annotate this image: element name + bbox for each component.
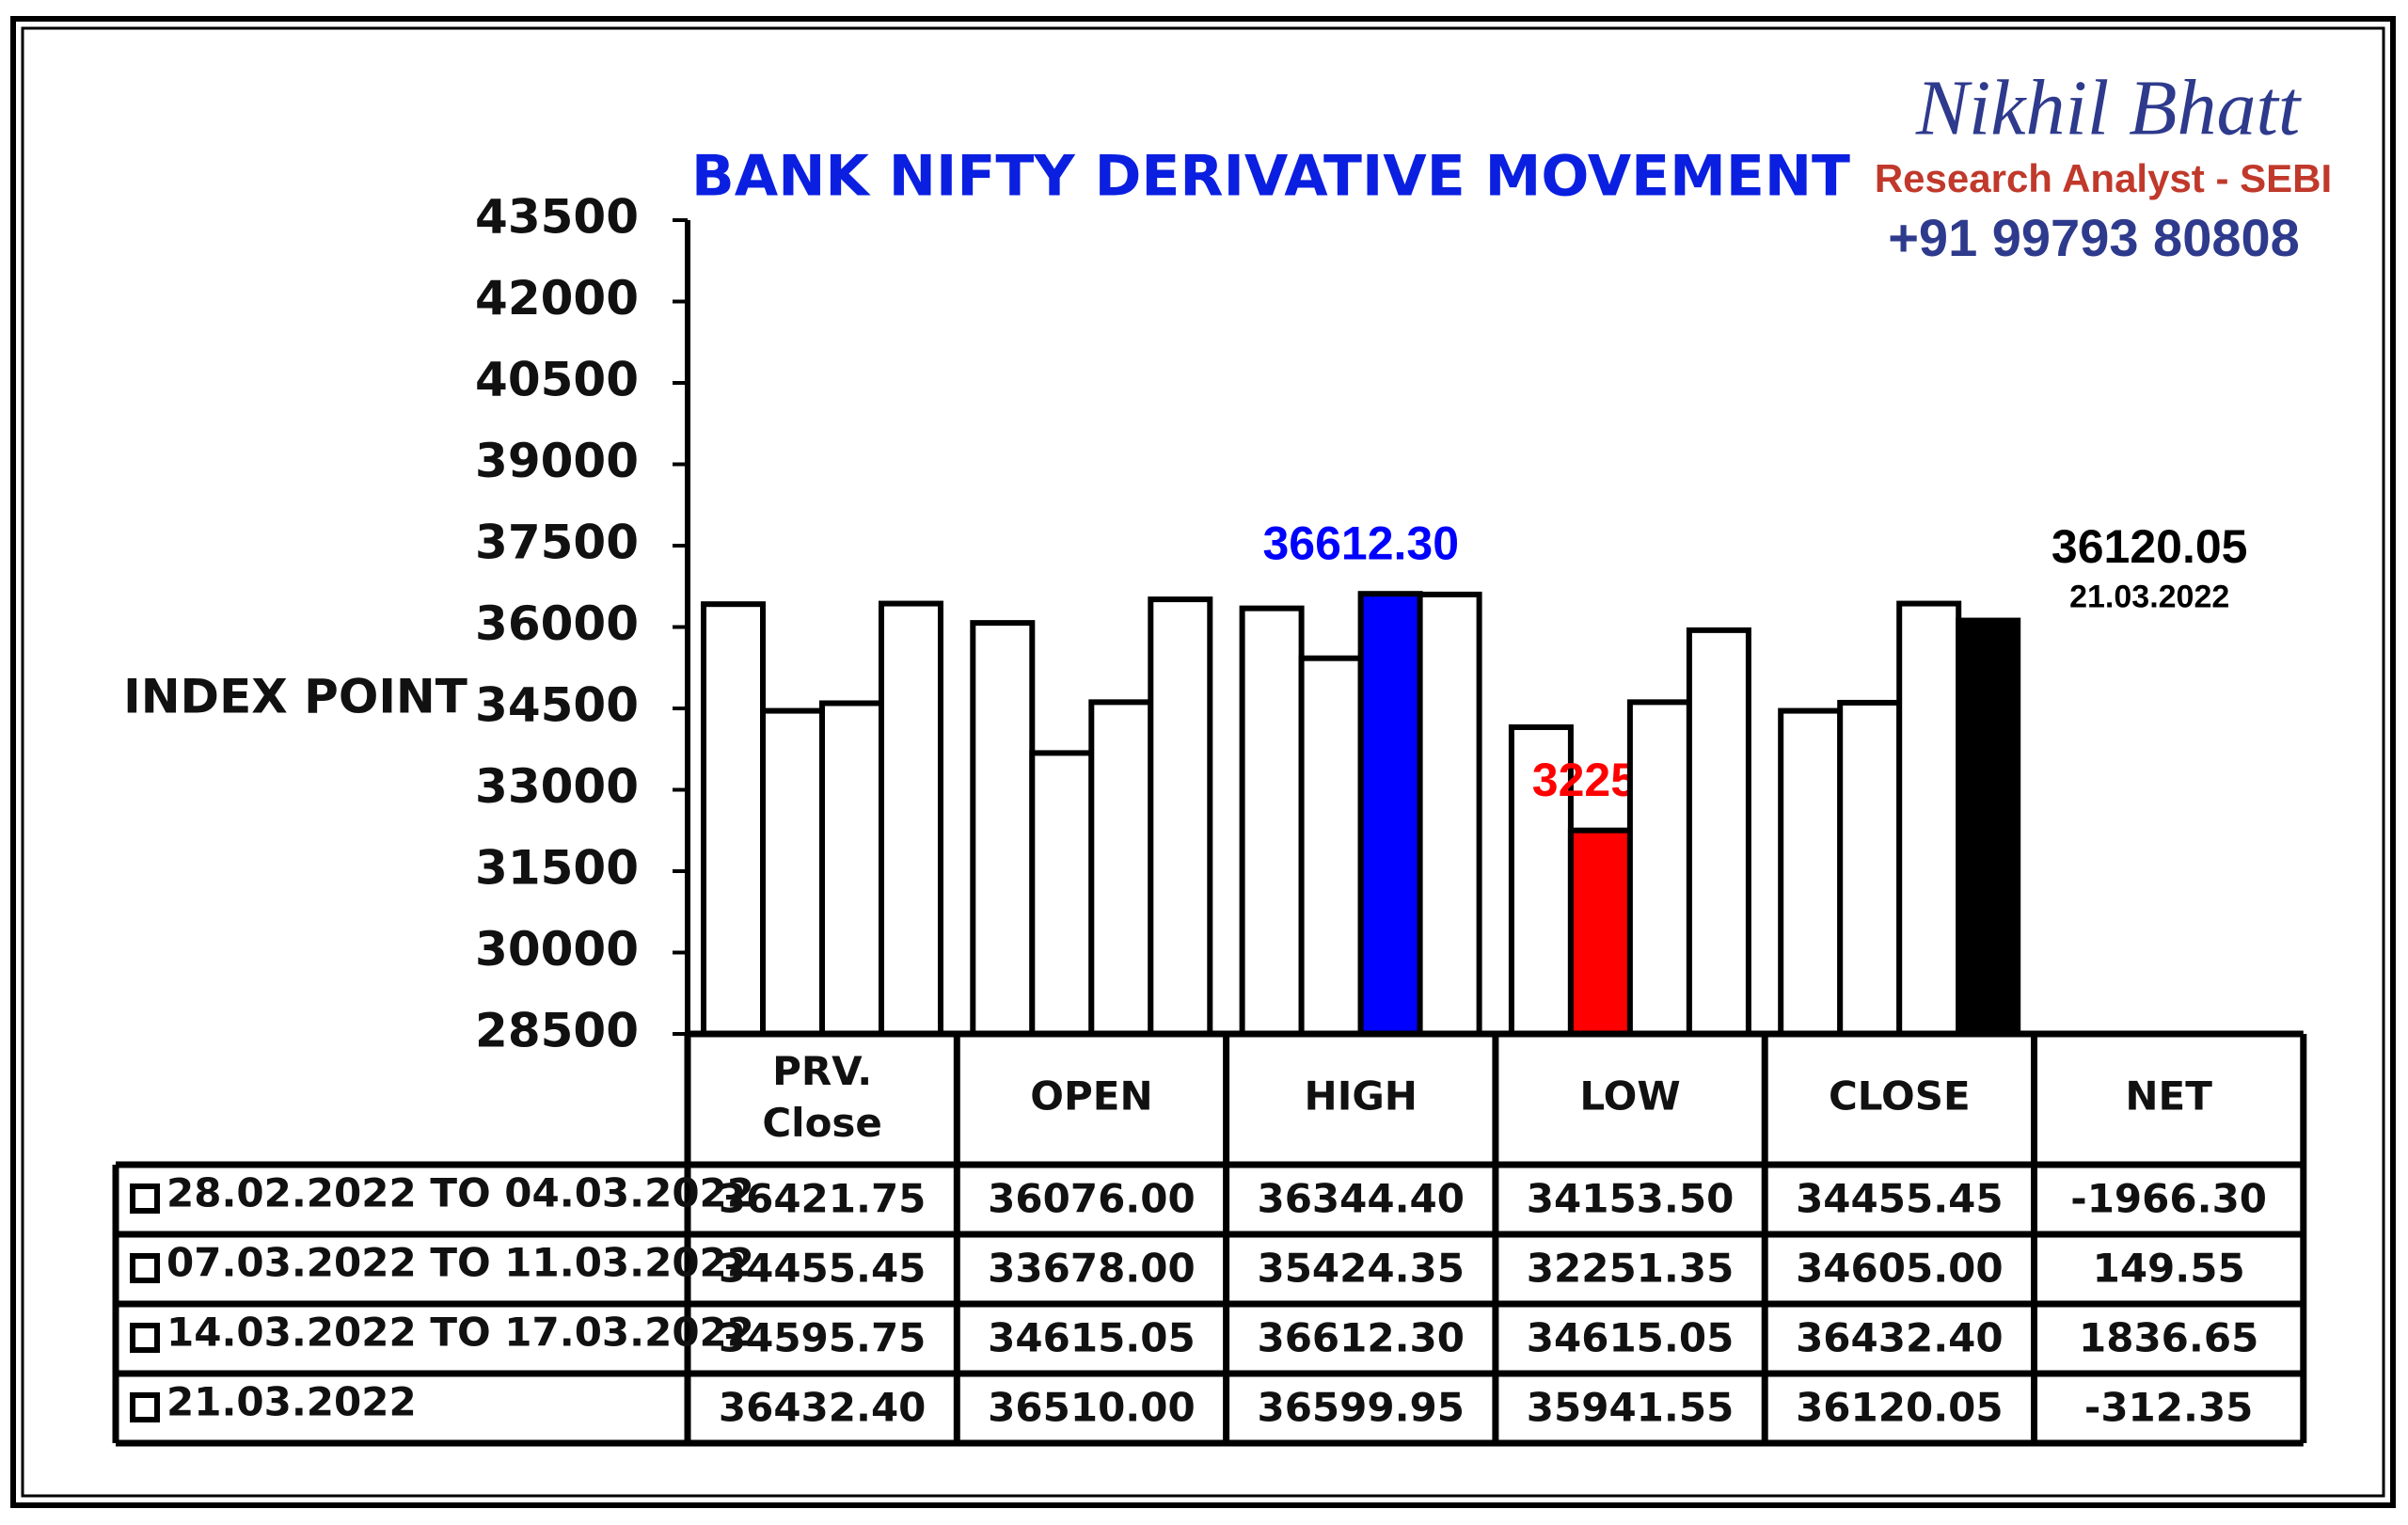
legend-marker (130, 1323, 160, 1353)
bar (1417, 591, 1482, 1037)
bar (970, 620, 1036, 1037)
column-header-line: Close (762, 1100, 882, 1146)
table-cell: 36432.40 (1796, 1315, 2004, 1361)
y-tick-label: 28500 (475, 1004, 639, 1058)
table-cell: 36421.75 (719, 1176, 927, 1222)
bar-annotation: 36612.30 (1262, 516, 1459, 569)
table-cell: 34153.50 (1527, 1176, 1735, 1222)
bar (1896, 600, 1962, 1037)
column-header: CLOSE (1829, 1073, 1971, 1120)
table-cell: 36432.40 (719, 1385, 927, 1431)
bar (1837, 699, 1903, 1037)
bar (1626, 699, 1692, 1038)
table-cell: 33678.00 (988, 1246, 1196, 1292)
table-cell: 36076.00 (988, 1176, 1196, 1222)
table-cell: 35424.35 (1257, 1246, 1465, 1292)
bar (1298, 655, 1364, 1037)
table-cell: 36599.95 (1257, 1385, 1465, 1431)
y-tick-label: 37500 (475, 516, 639, 570)
row-label: 28.02.2022 TO 04.03.2022 (166, 1170, 754, 1216)
bar-annotation: 36120.05 (2052, 520, 2248, 573)
table-cell: 34595.75 (719, 1315, 927, 1361)
column-header: LOW (1579, 1073, 1680, 1120)
table-cell: 34455.45 (1796, 1176, 2004, 1222)
bar (1029, 750, 1095, 1037)
row-label: 21.03.2022 (166, 1379, 417, 1425)
table-cell: 34615.05 (988, 1315, 1196, 1361)
y-tick-label: 31500 (475, 841, 639, 896)
bar (1956, 617, 2021, 1037)
table-cell: 36510.00 (988, 1385, 1196, 1431)
brand-name: Nikhil Bhatt (1915, 64, 2303, 151)
bar (1088, 699, 1154, 1038)
y-tick-label: 43500 (475, 190, 639, 245)
table-cell: 32251.35 (1527, 1246, 1735, 1292)
column-header: PRV. Close (762, 1048, 882, 1146)
bar (1686, 627, 1751, 1037)
bar (879, 600, 943, 1037)
row-label: 14.03.2022 TO 17.03.2022 (166, 1310, 754, 1356)
bar-annotation-date: 21.03.2022 (2069, 580, 2229, 615)
table-cell: 36120.05 (1796, 1385, 2004, 1431)
table-cell: 34455.45 (719, 1246, 927, 1292)
y-tick-label: 30000 (475, 922, 639, 977)
page-border (10, 16, 2396, 1508)
brand-role: Research Analyst - SEBI (1875, 156, 2332, 200)
y-tick-label: 39000 (475, 434, 639, 488)
bar (1239, 605, 1305, 1037)
bar (819, 700, 884, 1037)
legend-marker (130, 1183, 160, 1214)
table-cell: 36612.30 (1257, 1315, 1465, 1361)
brand-phone: +91 99793 80808 (1888, 208, 2300, 267)
table-cell: 35941.55 (1527, 1385, 1735, 1431)
table-cell: 36344.40 (1257, 1176, 1465, 1222)
column-header-line: PRV. (772, 1048, 872, 1094)
bar (701, 601, 766, 1037)
column-header: HIGH (1305, 1073, 1418, 1120)
bar (1148, 596, 1213, 1038)
table-cell-net: -1966.30 (2070, 1176, 2267, 1222)
table-cell: 34615.05 (1527, 1315, 1735, 1361)
table-cell-net: -312.35 (2084, 1385, 2254, 1431)
bar (760, 707, 825, 1037)
y-tick-label: 42000 (475, 271, 639, 326)
legend-marker (130, 1253, 160, 1283)
y-axis-label: INDEX POINT (123, 670, 467, 724)
y-tick-label: 34500 (475, 678, 639, 733)
table-cell: 34605.00 (1796, 1246, 2004, 1292)
y-tick-label: 36000 (475, 596, 639, 651)
y-tick-label: 33000 (475, 759, 639, 814)
bar (1567, 827, 1633, 1038)
column-header: NET (2125, 1073, 2212, 1120)
bar (1357, 591, 1423, 1037)
chart-title: BANK NIFTY DERIVATIVE MOVEMENT (691, 144, 1850, 210)
column-header: OPEN (1030, 1073, 1152, 1120)
y-tick-label: 40500 (475, 353, 639, 407)
legend-marker (130, 1392, 160, 1422)
table-cell-net: 1836.65 (2079, 1315, 2258, 1361)
page-border-inner (21, 26, 2385, 1498)
row-label: 07.03.2022 TO 11.03.2022 (166, 1240, 754, 1286)
bar (1778, 707, 1844, 1037)
table-cell-net: 149.55 (2093, 1246, 2245, 1292)
